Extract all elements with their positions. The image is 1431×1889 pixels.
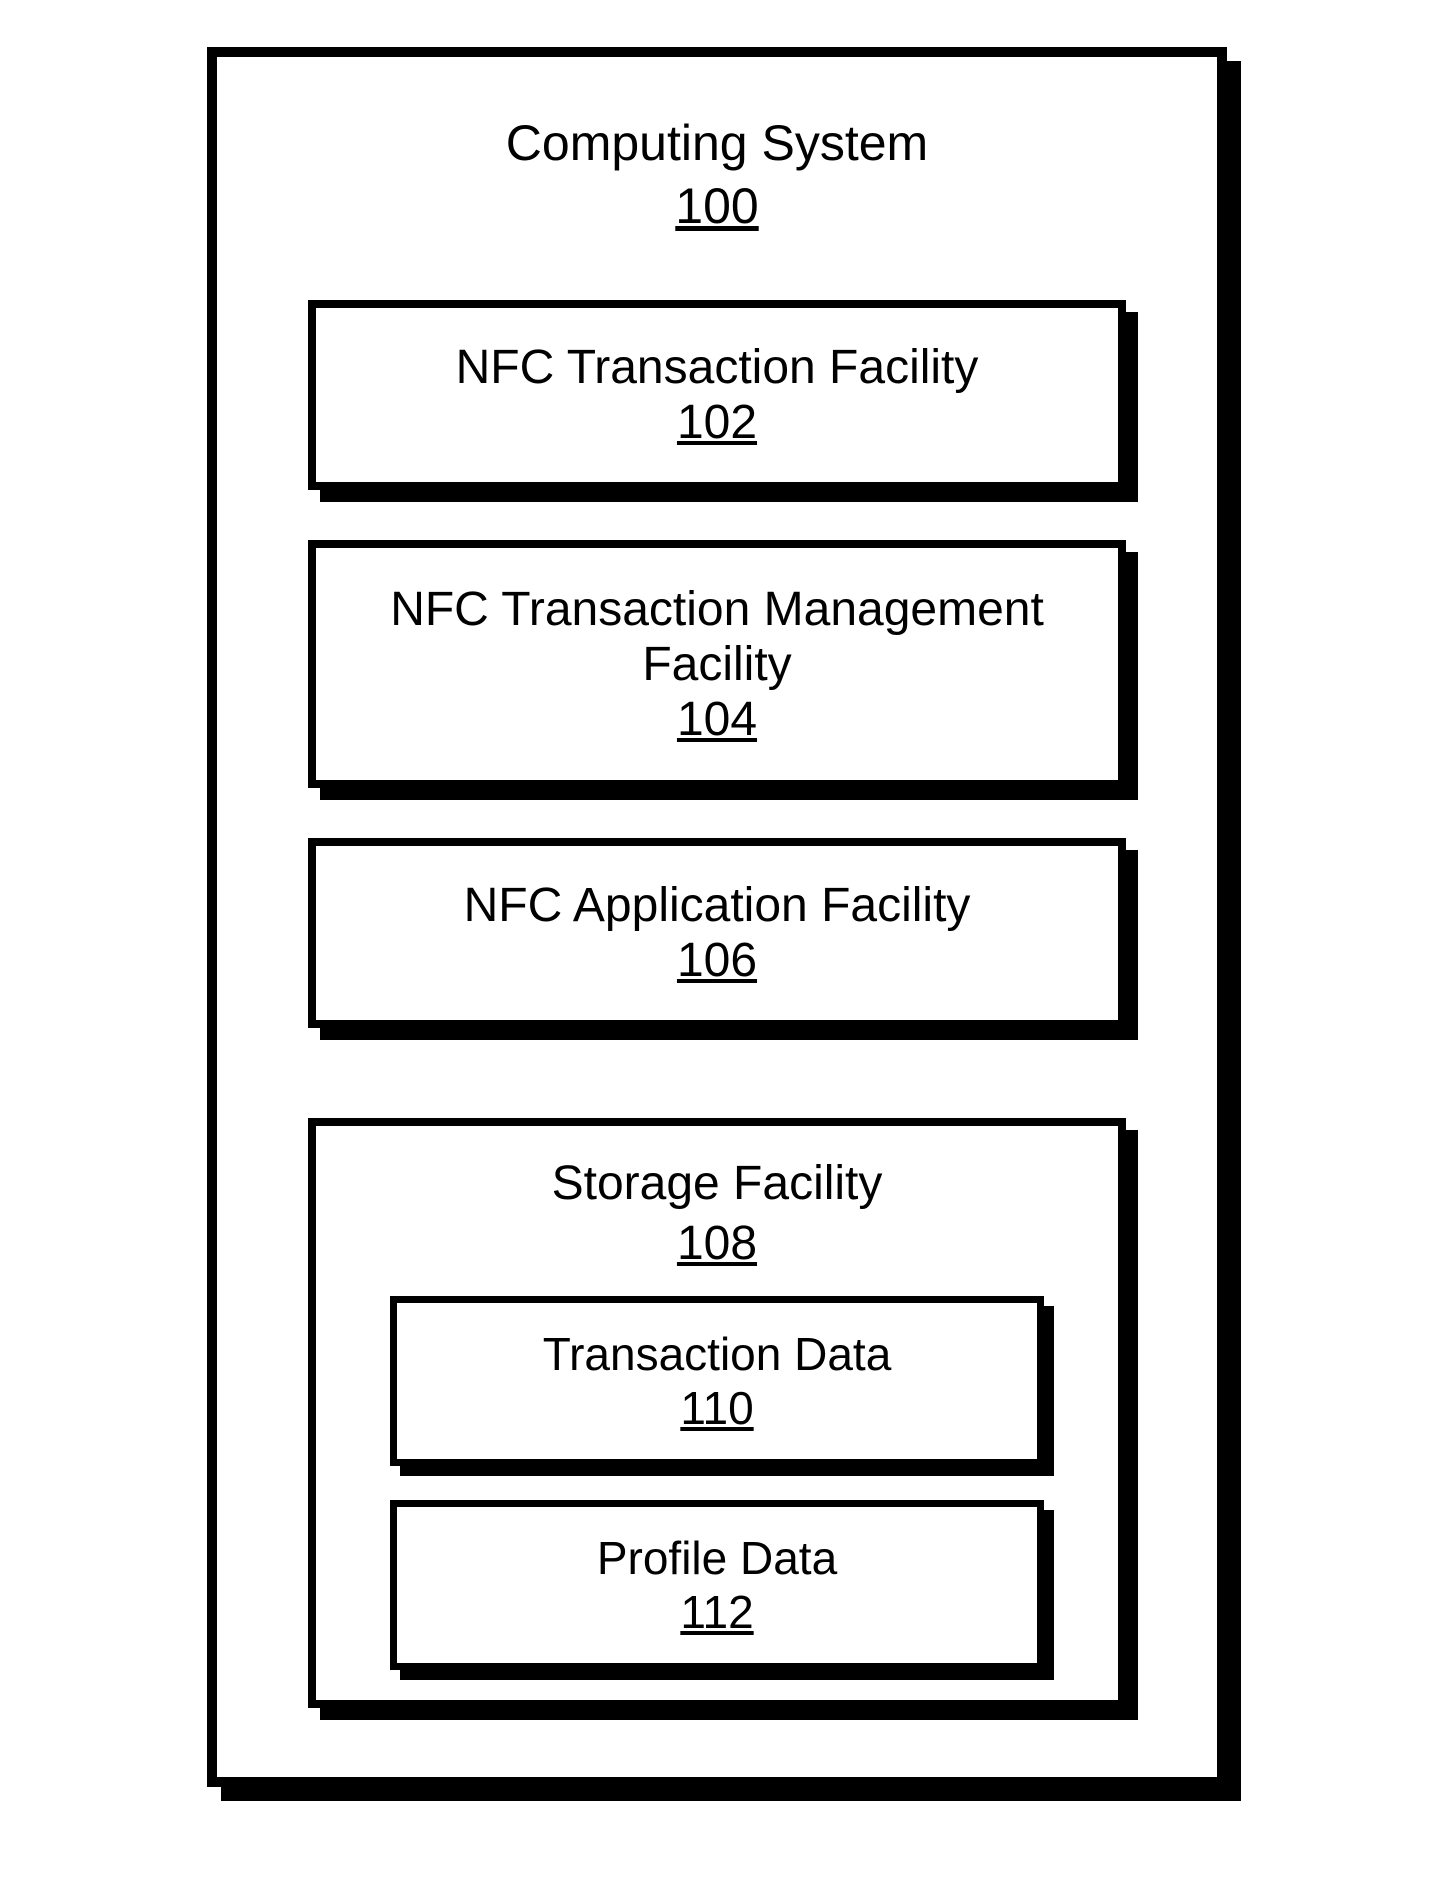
nfc-transaction-facility-box: NFC Transaction Facility 102 — [308, 300, 1126, 490]
profile-data-box: Profile Data 112 — [390, 1500, 1044, 1670]
nfc-transaction-management-facility-title: NFC Transaction Management Facility — [346, 582, 1088, 692]
profile-data-title: Profile Data — [597, 1531, 837, 1585]
nfc-application-facility-title: NFC Application Facility — [464, 878, 971, 933]
transaction-data-box: Transaction Data 110 — [390, 1296, 1044, 1466]
profile-data-number: 112 — [680, 1585, 753, 1639]
nfc-transaction-facility-number: 102 — [677, 395, 757, 450]
nfc-application-facility-box: NFC Application Facility 106 — [308, 838, 1126, 1028]
nfc-transaction-management-facility-box: NFC Transaction Management Facility 104 — [308, 540, 1126, 788]
storage-facility-number: 108 — [552, 1214, 883, 1274]
nfc-transaction-facility-title: NFC Transaction Facility — [456, 340, 979, 395]
storage-facility-title: Storage Facility — [552, 1154, 883, 1214]
nfc-transaction-management-facility-number: 104 — [677, 692, 757, 747]
transaction-data-title: Transaction Data — [543, 1327, 892, 1381]
computing-system-title: Computing System — [217, 112, 1217, 175]
computing-system-title-block: Computing System 100 — [217, 112, 1217, 237]
computing-system-number: 100 — [217, 175, 1217, 238]
transaction-data-number: 110 — [680, 1381, 753, 1435]
storage-facility-title-block: Storage Facility 108 — [552, 1154, 883, 1274]
nfc-application-facility-number: 106 — [677, 933, 757, 988]
